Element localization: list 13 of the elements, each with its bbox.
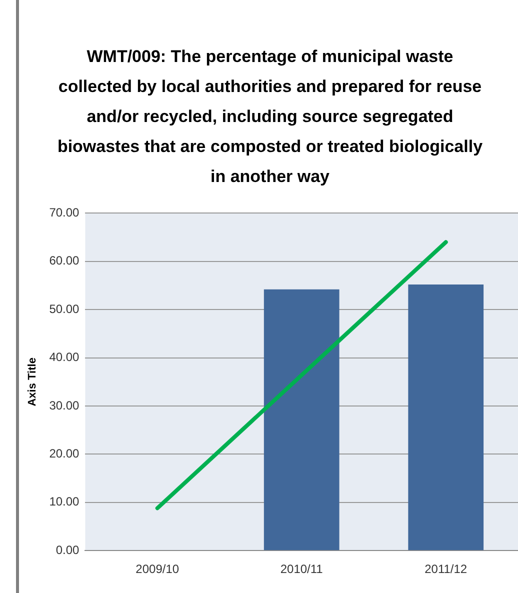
y-axis-title: Axis Title — [26, 358, 39, 406]
x-tick-label: 2009/10 — [136, 562, 180, 576]
y-tick-label: 40.00 — [49, 350, 80, 364]
y-tick-label: 50.00 — [49, 302, 80, 316]
y-tick-label: 70.00 — [49, 206, 80, 220]
y-tick-label: 0.00 — [56, 542, 80, 557]
x-tick-label: 2011/12 — [424, 562, 468, 576]
y-tick-label: 60.00 — [49, 254, 80, 268]
y-tick-label: 30.00 — [49, 398, 80, 412]
x-tick-label: 2010/11 — [280, 562, 324, 576]
y-tick-label: 20.00 — [49, 446, 80, 461]
chart-title: WMT/009: The percentage of municipal waste collected by local authorities and prepared for reuse and/or recycled, including source segregated biowastes that are composted or treated biologically in another way — [56, 46, 484, 188]
y-tick-label: 10.00 — [49, 494, 80, 509]
